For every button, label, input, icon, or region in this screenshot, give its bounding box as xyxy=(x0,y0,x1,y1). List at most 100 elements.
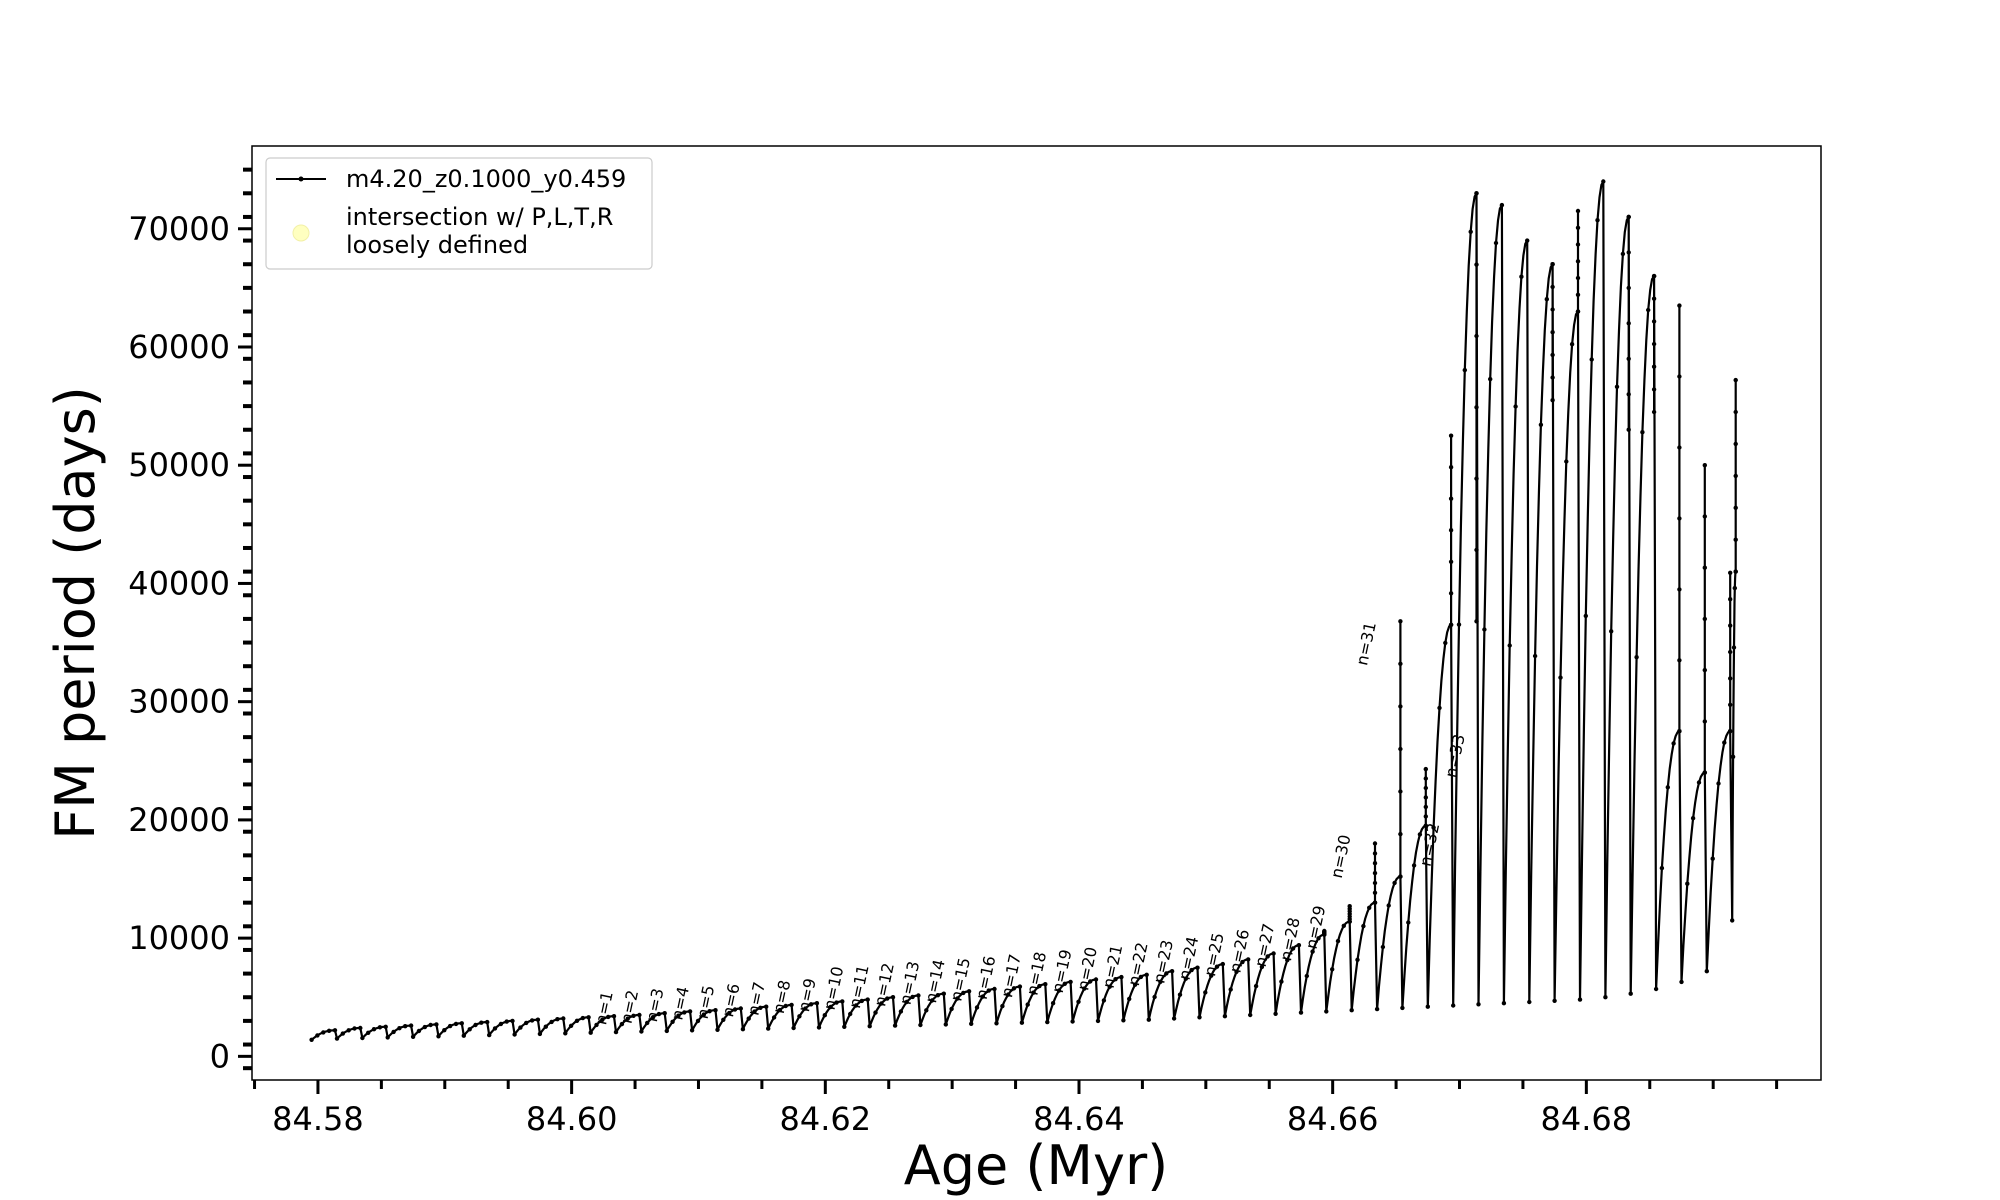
series-point xyxy=(631,1013,636,1018)
series-point xyxy=(1462,367,1468,373)
series-point xyxy=(639,1029,644,1034)
series-point xyxy=(1626,321,1631,326)
series-point xyxy=(1000,1003,1005,1009)
series-point xyxy=(713,1008,718,1013)
series-point xyxy=(1677,729,1682,734)
series-point xyxy=(397,1026,402,1031)
series-point xyxy=(1068,979,1073,985)
series-point xyxy=(1448,559,1454,564)
series-point xyxy=(797,1014,802,1019)
series-point xyxy=(1677,587,1682,592)
x-axis-title: Age (Myr) xyxy=(904,1134,1169,1197)
series-point xyxy=(783,1003,788,1009)
series-point xyxy=(1177,992,1183,997)
series-point xyxy=(1316,936,1321,941)
series-point xyxy=(1265,954,1270,959)
series-point xyxy=(916,993,921,998)
series-point xyxy=(1702,770,1708,775)
series-point xyxy=(1197,1015,1202,1020)
series-point xyxy=(537,1031,543,1037)
series-point xyxy=(1601,179,1606,184)
series-point xyxy=(1310,949,1315,954)
series-point xyxy=(969,1021,974,1026)
series-point xyxy=(510,1018,515,1024)
pulse-label: n=2 xyxy=(617,988,643,1025)
series-point xyxy=(1493,240,1499,246)
series-point xyxy=(543,1024,548,1029)
series-point xyxy=(941,991,946,996)
series-point xyxy=(1240,959,1245,965)
series-point xyxy=(1203,990,1208,995)
series-point xyxy=(1330,967,1335,972)
series-point xyxy=(1733,569,1738,574)
series-point xyxy=(442,1028,447,1033)
series-point xyxy=(1189,967,1194,973)
series-point xyxy=(1398,704,1403,709)
x-tick-label: 84.60 xyxy=(526,1100,618,1138)
series-point xyxy=(1298,1010,1304,1015)
x-tick-label: 84.62 xyxy=(780,1100,872,1138)
series-point xyxy=(467,1027,472,1032)
series-point xyxy=(1733,505,1738,510)
series-point xyxy=(766,1026,771,1031)
series-point xyxy=(1527,999,1532,1005)
series-point xyxy=(1349,1008,1354,1013)
series-point xyxy=(410,1034,416,1040)
series-point xyxy=(346,1028,351,1033)
series-point xyxy=(740,1027,746,1032)
series-point xyxy=(1513,404,1518,409)
series-point xyxy=(1423,766,1429,772)
series-point xyxy=(1398,746,1403,752)
series-point xyxy=(848,1011,853,1017)
series-point xyxy=(1273,1011,1278,1016)
series-point xyxy=(1220,961,1226,967)
series-point xyxy=(1550,307,1555,312)
series-point xyxy=(1671,741,1676,746)
series-point xyxy=(1728,702,1733,707)
series-point xyxy=(1417,832,1423,837)
series-point xyxy=(1651,387,1657,392)
series-point xyxy=(1423,785,1429,791)
pulse-label: n=4 xyxy=(667,985,693,1022)
series-point xyxy=(360,1035,365,1041)
series-point xyxy=(1575,242,1581,247)
series-point xyxy=(1423,776,1429,781)
legend-intersection-label-line-1: intersection w/ P,L,T,R xyxy=(346,203,613,231)
series-point xyxy=(935,993,941,998)
series-point xyxy=(904,999,909,1005)
series-point xyxy=(1380,944,1386,950)
series-point xyxy=(853,1003,859,1008)
series-point xyxy=(1628,991,1633,996)
series-point xyxy=(549,1019,554,1025)
series-point xyxy=(1603,995,1608,1000)
series-point xyxy=(1519,274,1524,279)
series-point xyxy=(859,998,864,1004)
series-point xyxy=(834,1000,839,1005)
series-point xyxy=(385,1035,390,1040)
series-point xyxy=(910,994,915,1000)
series-point xyxy=(961,990,966,996)
series-point xyxy=(1620,251,1626,257)
series-point xyxy=(428,1022,433,1028)
y-tick-label: 20000 xyxy=(128,801,230,839)
series-point xyxy=(1259,964,1265,970)
series-point xyxy=(1443,640,1448,646)
pulse-label-layer: n=1 n=2 n=3 n=4 n=5 n=6 n=7 n=8 n=9 n=10n=11n=12n… xyxy=(591,620,1469,1026)
series-point xyxy=(1550,375,1555,380)
pulse-label: n=3 xyxy=(642,987,668,1024)
series-point xyxy=(1468,229,1473,234)
pulse-label: n=8 xyxy=(769,978,795,1015)
series-point xyxy=(613,1029,619,1035)
series-point xyxy=(814,1001,820,1006)
series-point xyxy=(1367,905,1372,910)
series-point xyxy=(1246,957,1251,962)
y-tick-label: 0 xyxy=(210,1037,230,1075)
series-point xyxy=(436,1034,441,1039)
series-point xyxy=(586,1015,591,1020)
series-point xyxy=(1575,309,1581,314)
series-point xyxy=(789,1002,794,1008)
series-point xyxy=(1550,352,1555,358)
series-point xyxy=(1214,964,1220,969)
series-point xyxy=(1550,262,1555,267)
